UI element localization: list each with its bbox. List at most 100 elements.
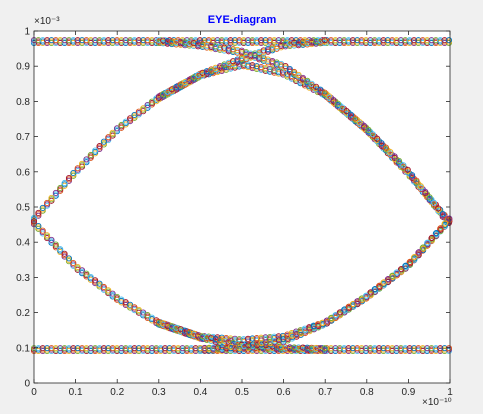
data-point — [258, 64, 265, 71]
x-tick-label: 0.3 — [152, 387, 166, 398]
data-point — [219, 344, 226, 351]
data-point — [398, 266, 405, 273]
x-tick-label: 0.7 — [318, 387, 332, 398]
data-point — [122, 37, 129, 44]
data-point — [324, 317, 331, 324]
data-point — [262, 37, 269, 44]
data-point — [282, 63, 289, 70]
trace-rise-from-low — [197, 215, 453, 355]
data-point — [166, 345, 173, 352]
data-point — [332, 345, 339, 352]
data-point — [371, 37, 378, 44]
data-point — [295, 71, 302, 78]
data-point — [181, 39, 189, 46]
data-point — [160, 37, 167, 44]
data-point — [321, 345, 328, 352]
data-point — [291, 68, 298, 76]
data-point — [345, 345, 352, 352]
data-point — [384, 37, 391, 44]
data-point — [48, 345, 55, 352]
data-point — [345, 303, 352, 310]
data-point — [299, 74, 306, 81]
data-point — [79, 267, 86, 274]
data-point — [278, 41, 285, 48]
data-point — [135, 306, 142, 313]
y-tick-label: 0.5 — [16, 203, 30, 214]
x-tick-label: 0.6 — [277, 387, 291, 398]
data-point — [105, 37, 112, 44]
data-point — [428, 37, 435, 44]
data-point — [232, 343, 239, 350]
data-point — [199, 333, 206, 340]
data-point — [258, 37, 265, 44]
data-point — [70, 345, 77, 352]
data-point — [295, 39, 302, 46]
data-point — [422, 188, 429, 195]
data-point — [369, 131, 376, 138]
data-point — [131, 111, 138, 119]
data-point — [249, 62, 256, 69]
data-point — [234, 46, 241, 53]
data-point — [195, 40, 202, 47]
data-point — [308, 38, 315, 45]
y-tick-label: 0.8 — [16, 97, 30, 108]
data-point — [419, 345, 426, 352]
data-point — [48, 37, 55, 44]
data-point — [100, 138, 107, 145]
data-point — [395, 157, 403, 164]
data-point — [358, 37, 365, 44]
data-point — [227, 37, 234, 44]
data-point — [57, 37, 64, 44]
data-point — [109, 129, 116, 136]
data-point — [87, 345, 94, 352]
y-tick-label: 0.6 — [16, 167, 30, 178]
data-point — [249, 37, 256, 44]
data-point — [144, 312, 151, 319]
data-point — [144, 37, 151, 44]
data-point — [407, 258, 414, 265]
data-point — [363, 292, 370, 299]
trace-fall-from-high — [155, 37, 451, 226]
data-point — [148, 98, 155, 105]
x-tick-label: 0.8 — [360, 387, 374, 398]
data-point — [109, 290, 116, 297]
data-point — [148, 345, 155, 352]
data-point — [437, 37, 444, 44]
data-point — [188, 345, 195, 352]
data-point — [177, 38, 184, 46]
data-point — [378, 140, 385, 147]
data-point — [354, 37, 361, 44]
data-point — [332, 37, 339, 44]
data-point — [349, 345, 356, 352]
data-point — [244, 61, 252, 68]
data-point — [402, 345, 409, 352]
data-point — [354, 345, 361, 352]
data-point — [282, 40, 289, 47]
data-point — [118, 296, 125, 303]
data-point — [122, 345, 129, 352]
data-point — [244, 335, 252, 342]
data-point — [83, 156, 90, 163]
data-point — [164, 37, 171, 44]
data-point — [350, 300, 357, 307]
data-point — [326, 93, 333, 100]
data-point — [92, 277, 99, 284]
data-point — [389, 345, 396, 352]
y-tick-label: 1 — [24, 27, 30, 38]
data-point — [262, 339, 269, 346]
data-point — [214, 37, 221, 44]
data-point — [271, 37, 278, 44]
data-point — [35, 209, 42, 216]
data-point — [140, 37, 147, 44]
data-point — [372, 285, 379, 293]
data-point — [417, 183, 424, 190]
data-point — [336, 37, 343, 44]
data-point — [382, 144, 389, 151]
data-point — [336, 345, 343, 352]
x-tick-label: 0.5 — [235, 387, 249, 398]
data-point — [424, 239, 431, 246]
data-point — [428, 345, 435, 352]
data-point — [389, 37, 396, 44]
data-point — [225, 338, 232, 345]
data-point — [96, 37, 103, 44]
